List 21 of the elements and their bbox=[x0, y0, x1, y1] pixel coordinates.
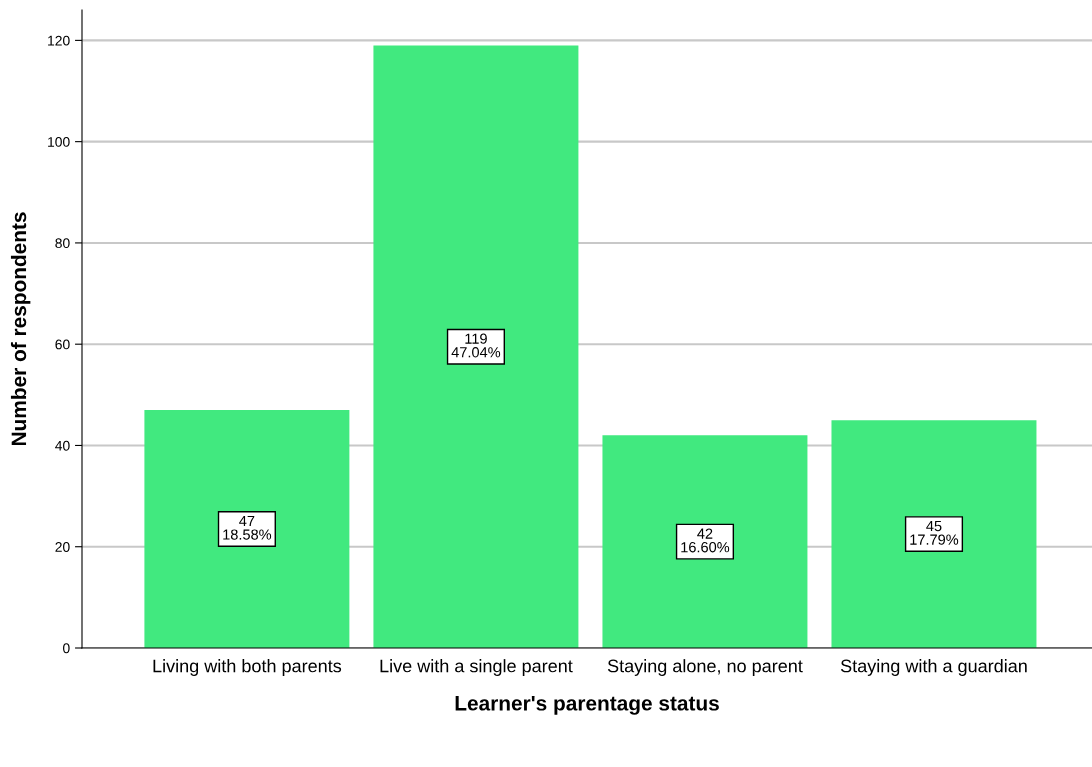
y-tick-label: 80 bbox=[55, 238, 70, 249]
y-tick-label: 20 bbox=[55, 542, 70, 552]
x-tick-label: Live with a single parent bbox=[380, 659, 573, 676]
y-tick-label: 60 bbox=[55, 339, 70, 350]
data-label: 119 47.04% bbox=[451, 333, 501, 358]
y-tick-label: 0 bbox=[63, 643, 70, 654]
y-tick-label: 100 bbox=[48, 136, 70, 147]
data-label: 47 18.58% bbox=[223, 515, 272, 540]
bar bbox=[602, 435, 808, 648]
x-axis-title: Learner's parentage status bbox=[455, 696, 719, 715]
y-tick-label: 120 bbox=[48, 35, 70, 46]
data-label: 45 17.79% bbox=[910, 521, 959, 545]
data-label: 42 16.60% bbox=[681, 528, 730, 553]
y-axis-title: Number of respondents bbox=[10, 212, 31, 446]
bar bbox=[144, 410, 350, 648]
x-tick-label: Staying alone, no parent bbox=[607, 659, 803, 676]
x-tick-label: Living with both parents bbox=[153, 659, 342, 676]
y-tick-label: 40 bbox=[55, 440, 70, 451]
bar bbox=[373, 45, 579, 648]
bar bbox=[831, 420, 1037, 648]
x-tick-label: Staying with a guardian bbox=[840, 659, 1027, 676]
